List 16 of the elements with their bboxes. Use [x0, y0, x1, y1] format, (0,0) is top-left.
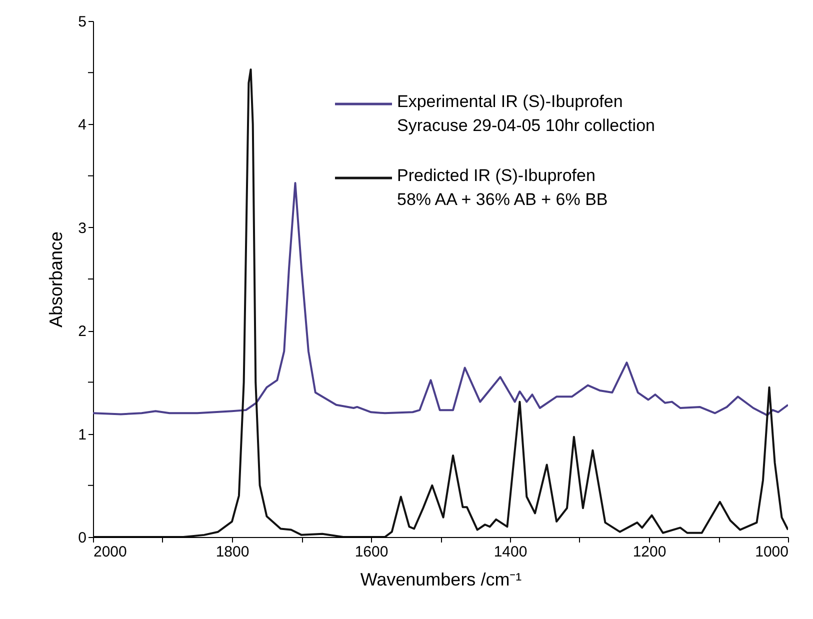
- x-axis-title: Wavenumbers /cm⁻¹: [360, 570, 522, 590]
- y-tick-label: 0: [78, 530, 86, 546]
- legend-label: Experimental IR (S)-Ibuprofen Syracuse 29-04-05 10hr collection: [397, 92, 655, 135]
- y-tick-label: 3: [78, 220, 86, 237]
- x-tick-label: 2000: [94, 544, 127, 560]
- y-tick-label: 1: [78, 426, 86, 444]
- x-tick-label: 1600: [354, 544, 388, 560]
- y-tick-label: 5: [78, 14, 86, 30]
- x-tick-label: 1400: [494, 544, 528, 560]
- x-tick-label: 1000: [755, 544, 788, 560]
- legend-label: Predicted IR (S)-Ibuprofen 58% AA + 36% AB + 6% BB: [397, 166, 608, 209]
- y-tick-label: 4: [78, 116, 86, 134]
- y-tick-label: 2: [78, 323, 86, 340]
- x-tick-label: 1800: [216, 544, 250, 560]
- x-tick-label: 1200: [632, 544, 666, 560]
- y-axis-title: Absorbance: [46, 231, 66, 328]
